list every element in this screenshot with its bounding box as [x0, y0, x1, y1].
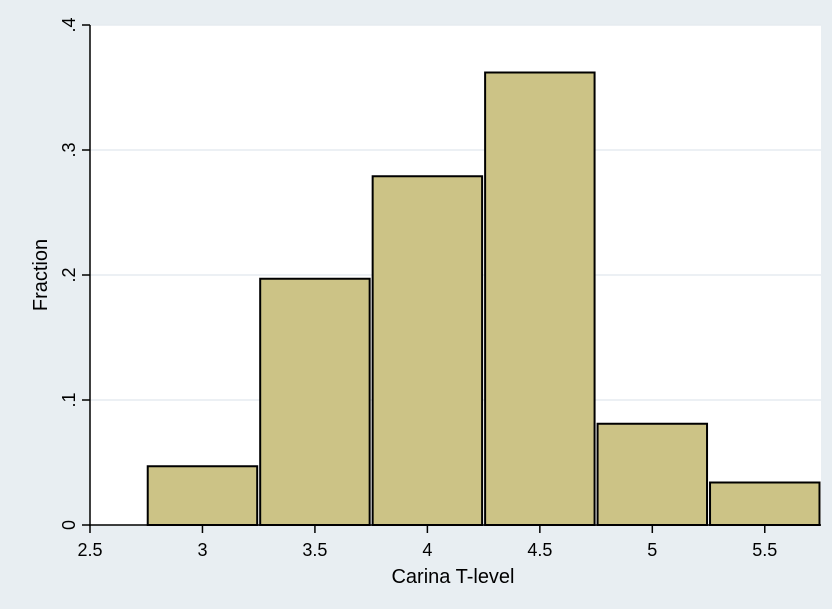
histogram-bar-5: [596, 422, 709, 526]
x-tick-label: 4: [422, 540, 432, 560]
x-tick-label: 3: [197, 540, 207, 560]
x-axis-label: Carina T-level: [391, 566, 514, 588]
histogram-bar-6: [709, 481, 821, 526]
y-tick-label: .2: [59, 267, 79, 282]
x-tick-label: 4.5: [527, 540, 552, 560]
histogram-bar-3: [371, 175, 484, 526]
y-axis-label: Fraction: [30, 239, 52, 311]
axes: 0 .1 .2 .3 .4 2.5 3 3.5 4 4.5 5 5.5: [59, 17, 821, 560]
y-tick-label: .3: [59, 142, 79, 157]
x-tick-label: 5: [647, 540, 657, 560]
histogram-bar-4: [484, 71, 596, 526]
y-tick-label: .4: [59, 17, 79, 32]
x-tick-label: 2.5: [77, 540, 102, 560]
histogram-bar-2: [259, 277, 371, 526]
y-tick-label: .1: [59, 392, 79, 407]
histogram-bar-1: [146, 465, 259, 526]
y-tick-label: 0: [59, 520, 79, 530]
x-tick-label: 5.5: [752, 540, 777, 560]
x-tick-label: 3.5: [302, 540, 327, 560]
